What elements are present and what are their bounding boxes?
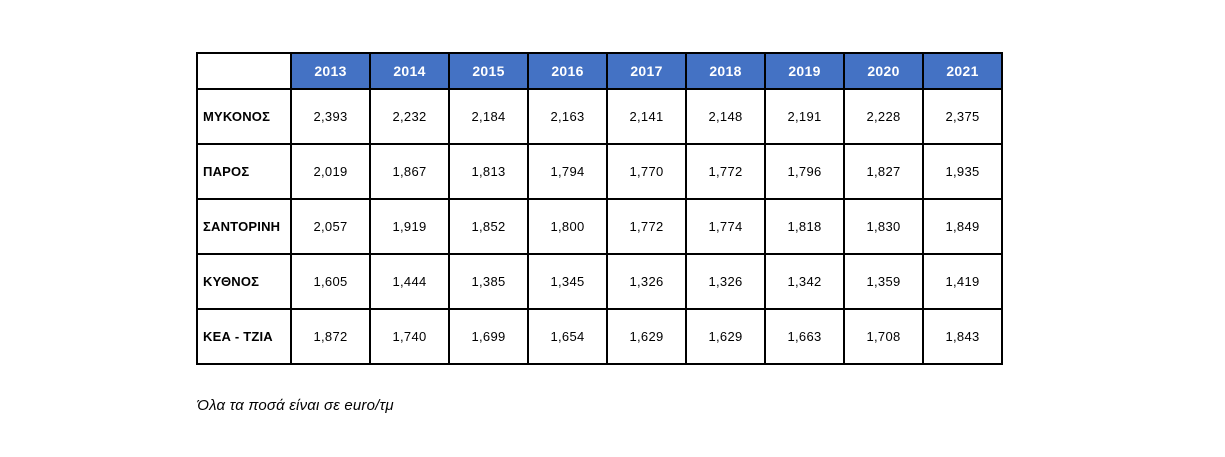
year-header: 2018 xyxy=(685,52,766,90)
value-cell: 1,827 xyxy=(843,143,924,200)
value-cell: 1,629 xyxy=(685,308,766,365)
value-cell: 1,935 xyxy=(922,143,1003,200)
value-cell: 1,772 xyxy=(685,143,766,200)
year-header-row: 2013 2014 2015 2016 2017 2018 2019 2020 … xyxy=(196,52,1003,90)
table-row: ΠΑΡΟΣ 2,019 1,867 1,813 1,794 1,770 1,77… xyxy=(196,143,1003,200)
value-cell: 2,375 xyxy=(922,88,1003,145)
value-cell: 1,326 xyxy=(685,253,766,310)
value-cell: 1,843 xyxy=(922,308,1003,365)
value-cell: 1,699 xyxy=(448,308,529,365)
row-label: ΚΥΘΝΟΣ xyxy=(196,253,292,310)
table-row: ΚΕΑ - ΤΖΙΑ 1,872 1,740 1,699 1,654 1,629… xyxy=(196,308,1003,365)
value-cell: 1,444 xyxy=(369,253,450,310)
value-cell: 2,232 xyxy=(369,88,450,145)
value-cell: 1,800 xyxy=(527,198,608,255)
unit-footnote: Όλα τα ποσά είναι σε euro/τμ xyxy=(197,397,394,414)
value-cell: 1,605 xyxy=(290,253,371,310)
year-header: 2015 xyxy=(448,52,529,90)
value-cell: 1,849 xyxy=(922,198,1003,255)
value-cell: 2,019 xyxy=(290,143,371,200)
value-cell: 1,326 xyxy=(606,253,687,310)
value-cell: 1,867 xyxy=(369,143,450,200)
year-header: 2020 xyxy=(843,52,924,90)
row-label: ΠΑΡΟΣ xyxy=(196,143,292,200)
value-cell: 2,057 xyxy=(290,198,371,255)
value-cell: 1,740 xyxy=(369,308,450,365)
year-header: 2016 xyxy=(527,52,608,90)
value-cell: 1,629 xyxy=(606,308,687,365)
value-cell: 1,919 xyxy=(369,198,450,255)
value-cell: 1,796 xyxy=(764,143,845,200)
value-cell: 1,813 xyxy=(448,143,529,200)
value-cell: 1,342 xyxy=(764,253,845,310)
value-cell: 1,772 xyxy=(606,198,687,255)
value-cell: 1,774 xyxy=(685,198,766,255)
value-cell: 1,654 xyxy=(527,308,608,365)
value-cell: 2,141 xyxy=(606,88,687,145)
row-label: ΚΕΑ - ΤΖΙΑ xyxy=(196,308,292,365)
value-cell: 2,191 xyxy=(764,88,845,145)
year-header: 2014 xyxy=(369,52,450,90)
value-cell: 2,148 xyxy=(685,88,766,145)
value-cell: 1,770 xyxy=(606,143,687,200)
value-cell: 2,228 xyxy=(843,88,924,145)
table-row: ΣΑΝΤΟΡΙΝΗ 2,057 1,919 1,852 1,800 1,772 … xyxy=(196,198,1003,255)
year-header: 2019 xyxy=(764,52,845,90)
value-cell: 2,163 xyxy=(527,88,608,145)
year-header: 2021 xyxy=(922,52,1003,90)
corner-spacer xyxy=(196,52,292,90)
value-cell: 1,359 xyxy=(843,253,924,310)
table-row: ΚΥΘΝΟΣ 1,605 1,444 1,385 1,345 1,326 1,3… xyxy=(196,253,1003,310)
value-cell: 1,830 xyxy=(843,198,924,255)
price-table: 2013 2014 2015 2016 2017 2018 2019 2020 … xyxy=(196,52,1003,365)
value-cell: 1,663 xyxy=(764,308,845,365)
row-label: ΣΑΝΤΟΡΙΝΗ xyxy=(196,198,292,255)
row-label: ΜΥΚΟΝΟΣ xyxy=(196,88,292,145)
value-cell: 1,818 xyxy=(764,198,845,255)
value-cell: 1,385 xyxy=(448,253,529,310)
year-header: 2017 xyxy=(606,52,687,90)
value-cell: 2,393 xyxy=(290,88,371,145)
value-cell: 1,794 xyxy=(527,143,608,200)
value-cell: 1,852 xyxy=(448,198,529,255)
table-row: ΜΥΚΟΝΟΣ 2,393 2,232 2,184 2,163 2,141 2,… xyxy=(196,88,1003,145)
value-cell: 2,184 xyxy=(448,88,529,145)
value-cell: 1,708 xyxy=(843,308,924,365)
value-cell: 1,419 xyxy=(922,253,1003,310)
value-cell: 1,345 xyxy=(527,253,608,310)
value-cell: 1,872 xyxy=(290,308,371,365)
year-header: 2013 xyxy=(290,52,371,90)
